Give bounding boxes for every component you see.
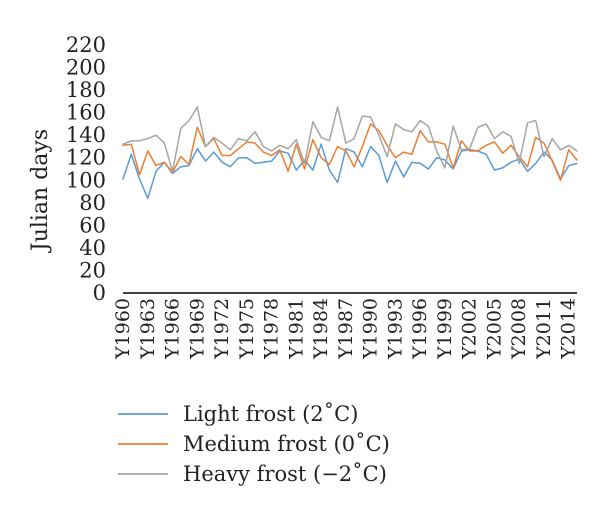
x-tick-label: Y1996 bbox=[409, 298, 431, 360]
x-tick-label: Y1978 bbox=[261, 298, 283, 360]
x-tick-label: Y2005 bbox=[484, 298, 506, 360]
y-tick-label: 200 bbox=[66, 56, 106, 80]
x-tick-label: Y1981 bbox=[285, 298, 307, 360]
y-axis-label: Julian days bbox=[28, 129, 53, 253]
x-tick-label: Y1975 bbox=[236, 298, 258, 360]
legend-label: Light frost (2˚C) bbox=[183, 402, 358, 426]
series-line-1 bbox=[122, 123, 578, 182]
x-tick-labels: Y1960 Y1963 Y1966 Y1969 Y1972 Y1975 Y1978 Y1981… bbox=[112, 298, 580, 360]
y-tick-label: 180 bbox=[66, 78, 106, 102]
y-tick-label: 20 bbox=[79, 258, 106, 282]
x-tick-label: Y2011 bbox=[533, 298, 555, 360]
x-tick-label: Y1999 bbox=[434, 298, 456, 360]
y-tick-label: 40 bbox=[79, 236, 106, 260]
legend: Light frost (2˚C) Medium frost (0˚C) Heavy… bbox=[118, 402, 390, 486]
series-line-2 bbox=[122, 106, 578, 173]
legend-label: Medium frost (0˚C) bbox=[183, 432, 390, 456]
y-tick-label: 220 bbox=[66, 33, 106, 57]
x-tick-label: Y1966 bbox=[162, 298, 184, 360]
x-tick-label: Y1960 bbox=[112, 298, 134, 360]
y-tick-label: 140 bbox=[66, 123, 106, 147]
x-tick-label: Y1969 bbox=[186, 298, 208, 360]
x-tick-label: Y2002 bbox=[459, 298, 481, 360]
x-tick-label: Y2008 bbox=[508, 298, 530, 360]
x-tick-label: Y1993 bbox=[384, 298, 406, 360]
y-tick-label: 100 bbox=[66, 168, 106, 192]
x-tick-label: Y2014 bbox=[558, 298, 580, 360]
x-tick-label: Y1987 bbox=[335, 298, 357, 360]
series-line-0 bbox=[122, 143, 578, 200]
x-tick-label: Y1990 bbox=[360, 298, 382, 360]
y-tick-label: 120 bbox=[66, 146, 106, 170]
y-tick-label: 80 bbox=[79, 191, 106, 215]
legend-label: Heavy frost (−2˚C) bbox=[183, 462, 387, 486]
x-tick-label: Y1984 bbox=[310, 298, 332, 360]
y-tick-label: 60 bbox=[79, 213, 106, 237]
y-tick-label: 160 bbox=[66, 101, 106, 125]
x-tick-label: Y1972 bbox=[211, 298, 233, 360]
y-tick-label: 0 bbox=[93, 281, 106, 305]
series-lines bbox=[122, 106, 578, 200]
x-tick-label: Y1963 bbox=[137, 298, 159, 360]
